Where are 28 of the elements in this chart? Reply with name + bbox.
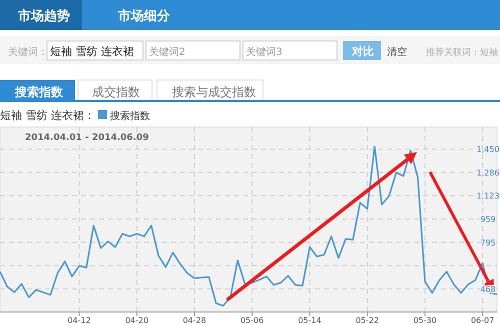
text: 短袖 雪纺 连衣裙 (50, 45, 134, 58)
x-tick-label: 05-06 (240, 316, 264, 325)
text: 市场趋势 (17, 8, 70, 24)
text: 对比 (351, 45, 374, 58)
x-tick-label: 04-28 (182, 316, 206, 325)
x-tick-label: 05-14 (298, 316, 322, 325)
text: 关键词： (8, 46, 48, 58)
text: 搜索指数 (14, 85, 64, 99)
x-tick-label: 04-20 (125, 316, 148, 325)
y-tick-label: 795 (480, 238, 496, 248)
text: 2014.04.01 - 2014.06.09 (25, 133, 149, 143)
y-tick-label: 1,123 (476, 192, 500, 201)
x-tick-label: 04-12 (68, 316, 91, 325)
text: 市场细分 (117, 8, 171, 24)
text: 关键词2 (149, 46, 186, 58)
text: 清空 (387, 46, 407, 58)
text: 关键词3 (246, 46, 282, 58)
text: 推荐关联词：短袖 (426, 47, 498, 58)
legend-label: 搜索指数 (110, 110, 150, 122)
y-tick-label: 1,286 (476, 168, 500, 178)
legend-title: 短袖 雪纺 连衣裙： (0, 109, 95, 122)
y-tick-label: 959 (480, 215, 496, 224)
x-tick-label: 05-22 (356, 316, 379, 325)
y-tick-label: 1,450 (476, 145, 500, 154)
x-tick-label: 05-30 (413, 316, 437, 325)
x-tick-label: 06-07 (470, 316, 494, 325)
text: 成交指数 (92, 85, 140, 99)
text: 搜索与成交指数 (172, 85, 256, 99)
